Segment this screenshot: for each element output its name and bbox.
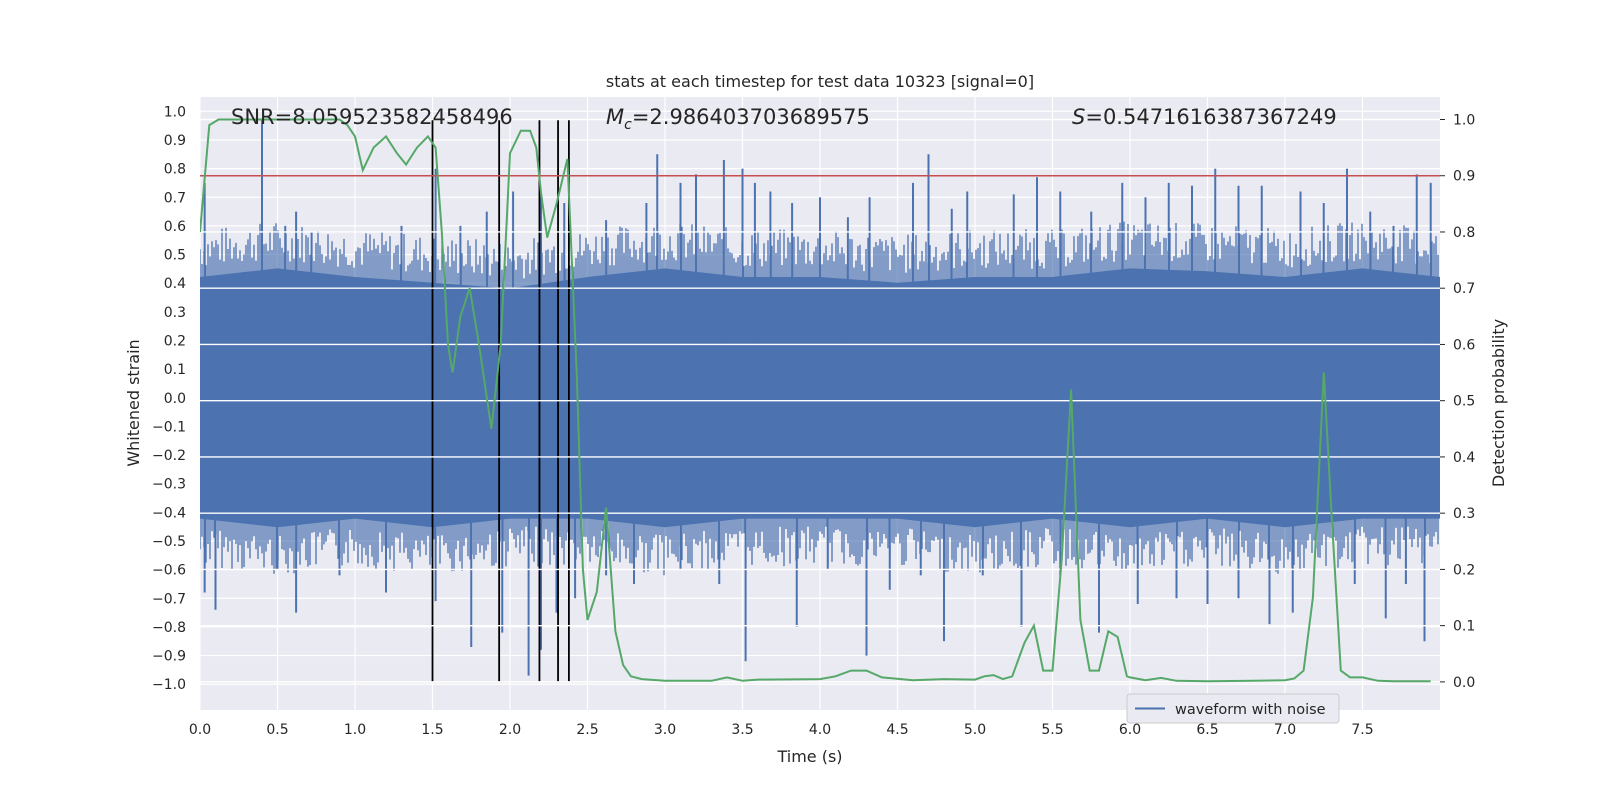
detection-probability-line [200, 118, 1431, 683]
y-tick-label-left: −0.1 [152, 419, 186, 435]
y-tick-label-left: 0.9 [164, 133, 186, 149]
x-ticks: 0.0 0.5 1.0 1.5 2.0 2.5 3.0 3.5 4.0 4.5 5.0 5.5 6.0 6… [189, 722, 1374, 738]
x-tick-label: 3.5 [731, 722, 753, 738]
s-symbol: S [1072, 105, 1085, 129]
y-tick-label-right: 0.7 [1453, 281, 1475, 297]
s-value: =0.5471616387367249 [1085, 105, 1336, 129]
y-tick-label-right: 0.3 [1453, 506, 1475, 522]
y-tick-label-left: −0.3 [152, 477, 186, 493]
y-tick-label-right: 0.4 [1453, 450, 1475, 466]
legend: waveform with noise [1126, 693, 1340, 724]
legend-entry: waveform with noise [1175, 702, 1326, 718]
waveform-texture [200, 221, 1439, 576]
x-tick-label: 7.0 [1274, 722, 1296, 738]
x-tick-label: 1.5 [421, 722, 443, 738]
y-tick-label-left: 0.3 [164, 305, 186, 321]
y-tick-label-right: 0.1 [1453, 619, 1475, 635]
y-tick-label-right: 0.5 [1453, 394, 1475, 410]
y-tick-label-left: 0.2 [164, 333, 186, 349]
y-tick-label-left: −0.5 [152, 534, 186, 550]
y-tick-label-left: −0.4 [152, 505, 186, 521]
y-tick-label-left: 0.4 [164, 276, 186, 292]
y-tick-label-left: −0.6 [152, 563, 186, 579]
x-axis-label: Time (s) [776, 747, 842, 766]
x-tick-label: 6.0 [1119, 722, 1141, 738]
y-tick-label-left: 1.0 [164, 104, 186, 120]
y-tick-label-left: 0.5 [164, 248, 186, 264]
chirp-mass-annotation: Mc=2.986403703689575 [606, 105, 870, 133]
y-tick-label-left: −0.8 [152, 620, 186, 636]
y-tick-label-right: 0.9 [1453, 169, 1475, 185]
x-tick-label: 4.5 [886, 722, 908, 738]
y-tick-label-left: −0.7 [152, 591, 186, 607]
x-tick-label: 7.5 [1351, 722, 1373, 738]
x-tick-label: 2.5 [576, 722, 598, 738]
y-tick-label-right: 1.0 [1453, 112, 1475, 128]
y-tick-label-left: 0.8 [164, 162, 186, 178]
x-tick-label: 4.0 [809, 722, 831, 738]
chirp-mass-symbol: M [606, 105, 624, 129]
y-tick-label-right: 0.0 [1453, 675, 1475, 691]
x-tick-label: 1.0 [344, 722, 366, 738]
x-tick-label: 0.0 [189, 722, 211, 738]
y-tick-label-right: 0.2 [1453, 562, 1475, 578]
s-annotation: S=0.5471616387367249 [1072, 105, 1337, 129]
chart-title: stats at each timestep for test data 103… [606, 72, 1034, 91]
y-tick-label-left: −0.2 [152, 448, 186, 464]
y-tick-label-left: −0.9 [152, 649, 186, 665]
y-tick-label-left: 0.0 [164, 391, 186, 407]
y-tick-label-left: 0.1 [164, 362, 186, 378]
chirp-mass-value: =2.986403703689575 [632, 105, 870, 129]
waveform-series [200, 119, 1440, 676]
x-tick-label: 2.0 [499, 722, 521, 738]
y-axis-label-right: Detection probability [1489, 319, 1508, 487]
chirp-mass-subscript: c [624, 117, 632, 133]
y-tick-label-right: 0.8 [1453, 225, 1475, 241]
y-tick-label-left: −1.0 [152, 677, 186, 693]
y-ticks-left: 1.0 0.9 0.8 0.7 0.6 0.5 0.4 0.3 0.2 0.1 0.0 −0.1 −0.… [152, 104, 186, 693]
x-tick-label: 3.0 [654, 722, 676, 738]
legend-box [1126, 693, 1340, 724]
y-axis-label-left: Whitened strain [124, 339, 143, 466]
y-ticks-right: 1.0 0.9 0.8 0.7 0.6 0.5 0.4 0.3 0.2 0.1 0.0 [1440, 112, 1475, 691]
x-tick-label: 5.0 [964, 722, 986, 738]
y-tick-label-right: 0.6 [1453, 337, 1475, 353]
y-tick-label-left: 0.6 [164, 219, 186, 235]
right-axis-grid [200, 118, 1440, 683]
x-tick-label: 6.5 [1196, 722, 1218, 738]
x-tick-label: 0.5 [266, 722, 288, 738]
x-tick-label: 5.5 [1041, 722, 1063, 738]
y-tick-label-left: 0.7 [164, 190, 186, 206]
snr-annotation: SNR=8.059523582458496 [231, 105, 513, 129]
